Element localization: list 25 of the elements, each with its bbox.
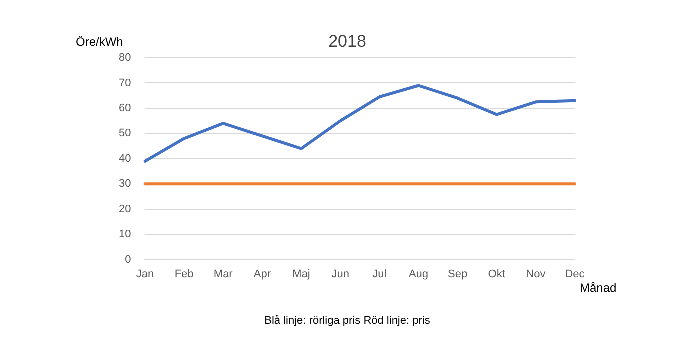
x-tick-label: Apr	[254, 268, 272, 280]
y-tick-label: 60	[118, 102, 132, 114]
x-tick-label: Sep	[448, 268, 468, 280]
x-tick-label: Dec	[565, 268, 586, 280]
x-tick-label: Jul	[372, 268, 387, 280]
text: Blå linje: rörliga pris Röd linje: pris	[264, 315, 432, 327]
x-tick-label: Jan	[136, 268, 154, 280]
x-tick-label: Maj	[292, 268, 310, 280]
x-axis-title: Månad	[580, 281, 617, 295]
y-tick-label: 70	[118, 77, 132, 90]
chart-title: 2018	[328, 32, 366, 51]
y-tick-label: 80	[118, 52, 132, 64]
x-tick-label: Aug	[408, 268, 429, 280]
x-tick-label: Mar	[214, 268, 234, 280]
x-tick-label: Jun	[332, 268, 350, 280]
y-tick-label: 0	[125, 254, 132, 266]
y-tick-label: 50	[118, 128, 132, 140]
x-tick-label: Nov	[526, 268, 546, 280]
x-tick-label: Feb	[174, 268, 194, 280]
y-tick-label: 20	[118, 203, 132, 216]
y-tick-label: 30	[118, 178, 132, 190]
y-tick-label: 10	[118, 228, 132, 241]
y-tick-label: 40	[118, 152, 132, 165]
x-tick-label: Okt	[488, 268, 506, 280]
y-axis-title: Öre/kWh	[76, 35, 124, 49]
